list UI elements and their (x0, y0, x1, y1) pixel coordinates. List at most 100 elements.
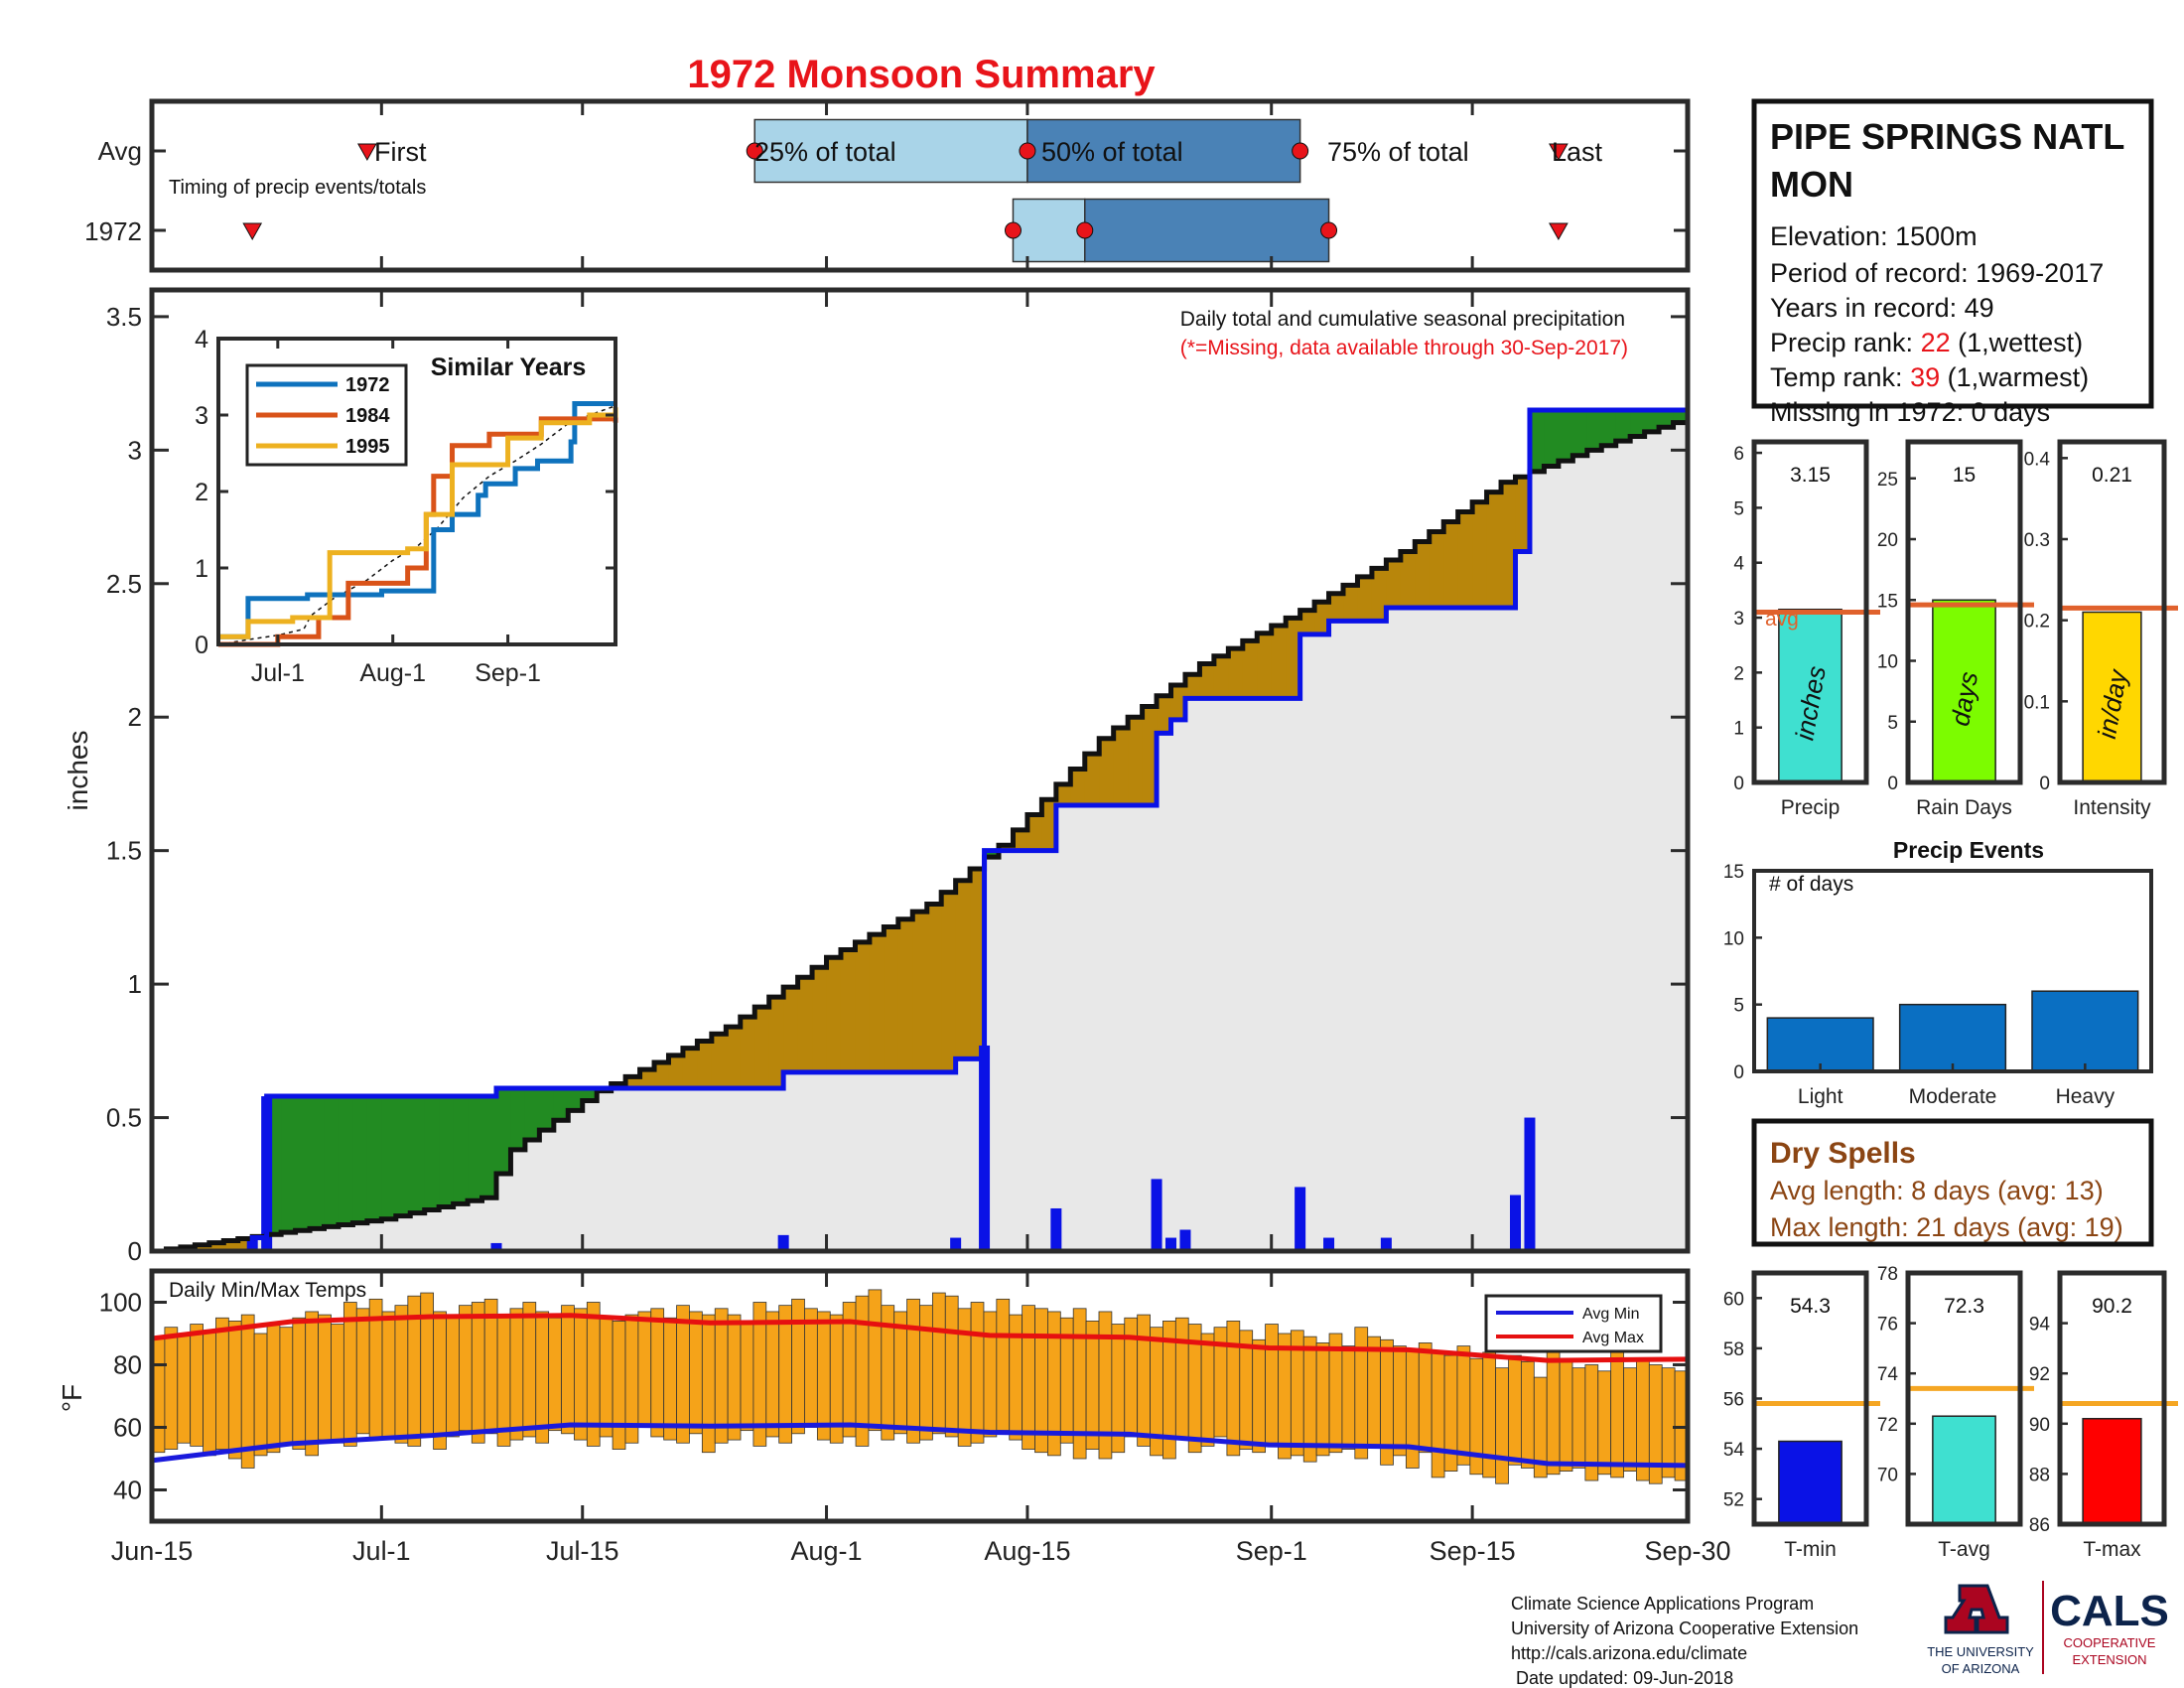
stat-ytick-label: 56 (1723, 1390, 1744, 1411)
temp-legend-box (1484, 1294, 1663, 1353)
events-category-label: Moderate (1909, 1085, 1997, 1108)
daily-temp-bar (919, 1305, 933, 1441)
cals-logo: CALS COOPERATIVE EXTENSION (2050, 1587, 2169, 1667)
xtick-label: Sep-30 (1644, 1536, 1730, 1566)
below-average-fill (1501, 482, 1517, 608)
stat-panel-frame (1751, 439, 1869, 785)
daily-temp-bar (535, 1311, 550, 1444)
stat-ytick-label: 70 (1877, 1465, 1898, 1485)
daily-temp-bar (1393, 1345, 1407, 1457)
above-average-fill (481, 1096, 497, 1198)
above-average-fill (1673, 410, 1689, 423)
stat-ytick-label: 1 (1733, 719, 1744, 740)
below-average-fill (1013, 829, 1028, 851)
events-bar-moderate (1898, 1003, 2007, 1072)
above-average-fill (410, 1096, 426, 1213)
below-average-fill (926, 904, 942, 1072)
below-average-fill (625, 1076, 641, 1088)
timing-marker-p25-avg (746, 142, 763, 160)
daily-temp-bar (804, 1308, 818, 1428)
stat-ytick-label: 54 (1723, 1440, 1745, 1461)
below-average-fill (654, 1061, 670, 1088)
daily-temp-bar (471, 1302, 485, 1444)
above-average-fill (310, 1096, 326, 1229)
daily-temp-bar (727, 1314, 742, 1441)
daily-temp-bar (957, 1308, 972, 1447)
stat-ytick-label: 3 (1733, 609, 1744, 630)
daily-temp-bar (1610, 1351, 1624, 1478)
timing-bars (150, 103, 1690, 268)
stat-label: Rain Days (1916, 796, 2012, 819)
station-name-line1: PIPE SPRINGS NATL (1770, 116, 2124, 157)
xtick-label: Aug-1 (790, 1536, 862, 1566)
events-bar-heavy (2031, 990, 2139, 1072)
stat-ytick-label: 15 (1877, 591, 1898, 612)
timing-last-label: Last (1552, 137, 1603, 167)
inset-ytick-label: 3 (195, 402, 208, 430)
daily-temp-bar (1559, 1357, 1573, 1472)
below-average-fill (1400, 551, 1416, 608)
daily-temp-bar (676, 1305, 690, 1444)
timing-p50-label: 50% of total (1041, 137, 1183, 167)
daily-temp-bar (1200, 1333, 1215, 1447)
timing-p75-label: 75% of total (1327, 137, 1469, 167)
daily-temp-bar (305, 1311, 319, 1457)
stat-ytick-label: 60 (1723, 1289, 1744, 1310)
footer-line2: University of Arizona Cooperative Extens… (1511, 1618, 1858, 1638)
timing-box-25-50-avg (753, 118, 1028, 184)
daily-precip-bar (1179, 1229, 1191, 1251)
main-precip-panel: 0 0.5 1 1.5 2 2.5 3 3.5 inches Daily total and … (63, 287, 1691, 1266)
stat-ytick-label: 20 (1877, 530, 1898, 551)
daily-temp-bar (331, 1324, 344, 1444)
daily-temp-bar (394, 1305, 409, 1444)
daily-temp-bar (561, 1305, 575, 1435)
stat-ytick-label: 78 (1877, 1264, 1898, 1285)
above-average-fill (381, 1096, 397, 1219)
below-average-fill (897, 918, 913, 1072)
daily-temp-bar (574, 1308, 588, 1441)
inset-legend-entries: 1972 1984 1995 (256, 374, 390, 458)
stat-panel-frame (2057, 439, 2167, 785)
daily-temp-bar (1495, 1367, 1509, 1484)
daily-temp-bar (1508, 1354, 1522, 1466)
main-ytick-label: 2.5 (106, 569, 142, 599)
below-average-fill (1084, 754, 1100, 805)
cals-line1: COOPERATIVE (2064, 1635, 2156, 1650)
below-average-fill (1170, 684, 1186, 720)
daily-temp-bar (650, 1308, 665, 1438)
above-average-fill (468, 1096, 483, 1201)
daily-temp-bar (1341, 1345, 1356, 1450)
above-average-fill (524, 1087, 540, 1140)
daily-temp-bar (1456, 1345, 1471, 1466)
below-average-fill (797, 977, 813, 1072)
stat-ytick-label: 58 (1723, 1339, 1744, 1360)
above-average-fill (1544, 410, 1560, 467)
inset-ytick-label: 2 (195, 479, 208, 506)
daily-temp-bar (433, 1311, 447, 1450)
stat-value: 54.3 (1790, 1295, 1831, 1318)
below-average-fill (1242, 640, 1258, 699)
inset-data (217, 400, 618, 647)
daily-temp-bar (1226, 1321, 1241, 1457)
dry-spells-box: Dry Spells Avg length: 8 days (avg: 13) … (1751, 1118, 2154, 1247)
daily-temp-bar (164, 1327, 179, 1450)
events-ytick-label: 10 (1723, 928, 1744, 949)
cumulative-1972-line (152, 407, 1688, 1254)
daily-temp-bar (1278, 1333, 1292, 1460)
precip-avg-label: avg (1765, 608, 1799, 631)
below-average-fill (1314, 602, 1330, 634)
stat-bar (2082, 611, 2142, 783)
stat-label: Precip (1781, 796, 1841, 819)
main-ytick-label: 1 (128, 969, 142, 999)
stat-ytick-label: 0 (2039, 774, 2050, 794)
avg-max-line (151, 1313, 1689, 1363)
daily-temp-bar (1571, 1367, 1586, 1469)
daily-temp-bar (240, 1314, 255, 1469)
daily-temp-bar (279, 1327, 294, 1444)
stat-label: T-min (1784, 1538, 1837, 1561)
stat-panel-tavg: 72.3 T-avg 70 72 74 76 78 (1877, 1264, 2034, 1561)
below-average-fill (195, 1244, 210, 1251)
below-average-fill (1486, 492, 1502, 608)
